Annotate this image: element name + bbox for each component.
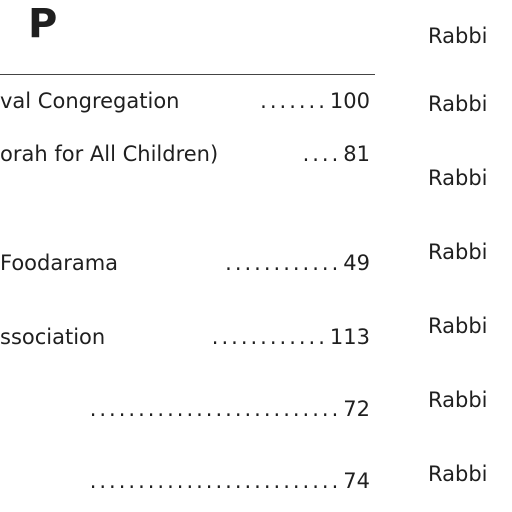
index-entry: Foodarama ............ 49 <box>0 247 370 279</box>
entry-page-number: 81 <box>343 142 370 166</box>
index-entry: .......................... 74 <box>0 465 370 497</box>
right-column-item: Rabbi <box>428 462 488 486</box>
section-letter-heading: P <box>28 1 58 47</box>
entry-name: ssociation <box>0 325 106 349</box>
index-entry: orah for All Children) .... 81 <box>0 138 370 170</box>
entry-leader-dots: .......................... <box>89 469 342 493</box>
index-entry: .......................... 72 <box>0 393 370 425</box>
entry-leader-dots: ....... <box>260 89 328 113</box>
entry-leader-dots: ............ <box>225 251 342 275</box>
entry-leader-dots: .... <box>302 142 342 166</box>
right-column-item: Rabbi <box>428 92 488 116</box>
entry-page-number: 49 <box>343 251 370 275</box>
entry-name: Foodarama <box>0 251 119 275</box>
right-column-item: Rabbi <box>428 314 488 338</box>
section-divider <box>0 74 375 75</box>
entry-leader-dots: .......................... <box>89 397 342 421</box>
entry-leader-dots: ............ <box>211 325 328 349</box>
entry-page-number: 100 <box>329 89 370 113</box>
index-entry: ssociation ............ 113 <box>0 321 370 353</box>
entry-page-number: 72 <box>343 397 370 421</box>
right-column-item: Rabbi <box>428 240 488 264</box>
index-entry: val Congregation ....... 100 <box>0 85 370 117</box>
right-column-item: Rabbi <box>428 166 488 190</box>
right-column-item: Rabbi <box>428 24 488 48</box>
entry-page-number: 74 <box>343 469 370 493</box>
right-column-item: Rabbi <box>428 388 488 412</box>
entry-page-number: 113 <box>329 325 370 349</box>
entry-name: orah for All Children) <box>0 142 219 166</box>
entry-name: val Congregation <box>0 89 180 113</box>
